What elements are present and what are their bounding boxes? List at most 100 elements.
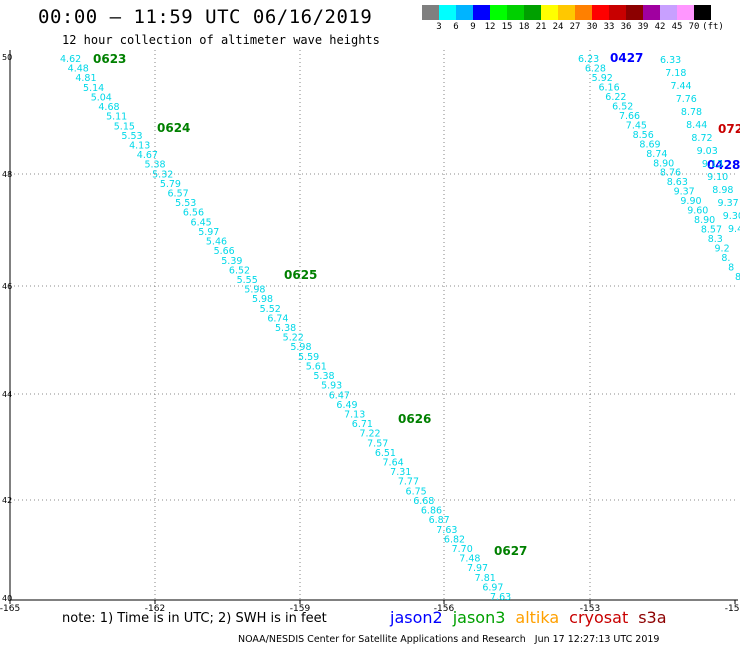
colorbar-label: 9 [470, 22, 476, 32]
mission-legend-item: s3a [638, 608, 667, 627]
lon-tick-label: -153 [580, 604, 600, 614]
colorbar-label: 6 [453, 22, 459, 32]
lon-tick-label: -162 [145, 604, 165, 614]
lat-tick-label: 44 [2, 390, 12, 399]
swh-value: 8.3 [708, 234, 723, 245]
swh-value: 9.2 [715, 244, 730, 255]
swh-value: 5.97 [198, 227, 219, 238]
swh-value: 7.77 [398, 477, 419, 488]
swh-value: 5.15 [114, 121, 135, 132]
pass-time-label: 072 [718, 122, 740, 136]
swh-value: 7.13 [344, 409, 365, 420]
swh-value: 7.97 [467, 563, 488, 574]
colorbar-label: 21 [535, 22, 547, 32]
swh-value: 7.45 [626, 120, 647, 131]
swh-value: 5.61 [306, 361, 327, 372]
swh-value: 5.53 [175, 198, 196, 209]
swh-value: 7.48 [459, 554, 480, 565]
swh-value: 9.90 [680, 196, 701, 207]
swh-value: 7.76 [676, 94, 697, 105]
colorbar-label: 3 [436, 22, 442, 32]
pass-time-label: 0623 [93, 52, 126, 66]
colorbar-swatch [422, 5, 439, 20]
swh-value: 5.04 [91, 92, 112, 103]
swh-value: 6.74 [267, 313, 288, 324]
swh-value: 8.90 [653, 158, 674, 169]
credit-text: NOAA/NESDIS Center for Satellite Applica… [238, 634, 660, 645]
colorbar-label: 33 [603, 22, 615, 32]
colorbar-unit: (ft) [702, 22, 724, 32]
swh-value: 7.44 [670, 81, 691, 92]
colorbar-label: 15 [501, 22, 513, 32]
swh-value: 5.39 [221, 256, 242, 267]
colorbar-label: 18 [518, 22, 530, 32]
colorbar-label: 12 [484, 22, 496, 32]
colorbar-swatch [524, 5, 541, 20]
swh-value: 9.03 [697, 146, 718, 157]
swh-value: 5.98 [244, 285, 265, 296]
swh-value: 5.38 [313, 371, 334, 382]
swh-value: 7.63 [436, 525, 457, 536]
swh-value: 8 [735, 272, 740, 283]
colorbar-swatch [592, 5, 609, 20]
colorbar-swatch [677, 5, 694, 20]
lat-tick-label: 50 [2, 53, 12, 62]
swh-value: 5.59 [298, 352, 319, 363]
swh-value: 6.16 [598, 82, 619, 93]
colorbar-swatch [694, 5, 711, 20]
swh-value: 6.45 [191, 217, 212, 228]
lat-tick-label: 48 [2, 170, 12, 179]
swh-value: 9.37 [674, 187, 695, 198]
swh-value: 8.78 [681, 107, 702, 118]
swh-value: 9.30 [723, 211, 740, 222]
colorbar-swatch [439, 5, 456, 20]
colorbar-label: 24 [552, 22, 564, 32]
pass-time-label: 0627 [494, 544, 527, 558]
swh-value: 6.52 [229, 265, 250, 276]
colorbar-swatch [473, 5, 490, 20]
swh-value: 8.56 [633, 130, 654, 141]
pass-time-label: 0624 [157, 121, 190, 135]
swh-value: 9.60 [687, 206, 708, 217]
colorbar-label: 70 [688, 22, 700, 32]
pass-time-label: 0626 [398, 412, 431, 426]
lon-tick-label: -156 [434, 604, 455, 614]
swh-value: 8.57 [701, 225, 722, 236]
swh-value: 6.23 [578, 54, 599, 65]
colorbar-swatch [660, 5, 677, 20]
swh-value: 4.81 [75, 73, 96, 84]
lat-tick-label: 46 [2, 282, 12, 291]
swh-value: 9.10 [707, 172, 728, 183]
map-subtitle: 12 hour collection of altimeter wave hei… [62, 33, 380, 47]
swh-value: 5.55 [237, 275, 258, 286]
pass-time-label: 0625 [284, 268, 317, 282]
map-title: 00:00 — 11:59 UTC 06/16/2019 [38, 6, 373, 28]
swh-value: 5.14 [83, 83, 104, 94]
colorbar-swatch [490, 5, 507, 20]
swh-value: 5.38 [275, 323, 296, 334]
swh-value: 5.22 [283, 333, 304, 344]
pass-time-label: 0427 [610, 51, 643, 65]
swh-value: 7.64 [383, 458, 404, 469]
lon-tick-label: -165 [0, 604, 20, 614]
swh-value: 6.68 [413, 496, 434, 507]
swh-value: 6.71 [352, 419, 373, 430]
swh-value: 6.86 [421, 506, 442, 517]
colorbar-label: 30 [586, 22, 598, 32]
lat-tick-label: 40 [2, 594, 12, 603]
swh-value: 5.53 [121, 131, 142, 142]
colorbar-swatch [541, 5, 558, 20]
swh-value: 6.47 [329, 390, 350, 401]
swh-value: 6.87 [429, 515, 450, 526]
colorbar-swatch [575, 5, 592, 20]
swh-value: 7.18 [665, 68, 686, 79]
colorbar-swatch [456, 5, 473, 20]
swh-value: 5.92 [592, 73, 613, 84]
colorbar-swatch [609, 5, 626, 20]
note-text: note: 1) Time is in UTC; 2) SWH is in fe… [62, 611, 327, 626]
swh-value: 7.31 [390, 467, 411, 478]
swh-value: 8 [728, 263, 734, 274]
swh-value: 8.76 [660, 168, 681, 179]
swh-value: 7.57 [367, 438, 388, 449]
pass-time-label: 0428 [707, 158, 740, 172]
